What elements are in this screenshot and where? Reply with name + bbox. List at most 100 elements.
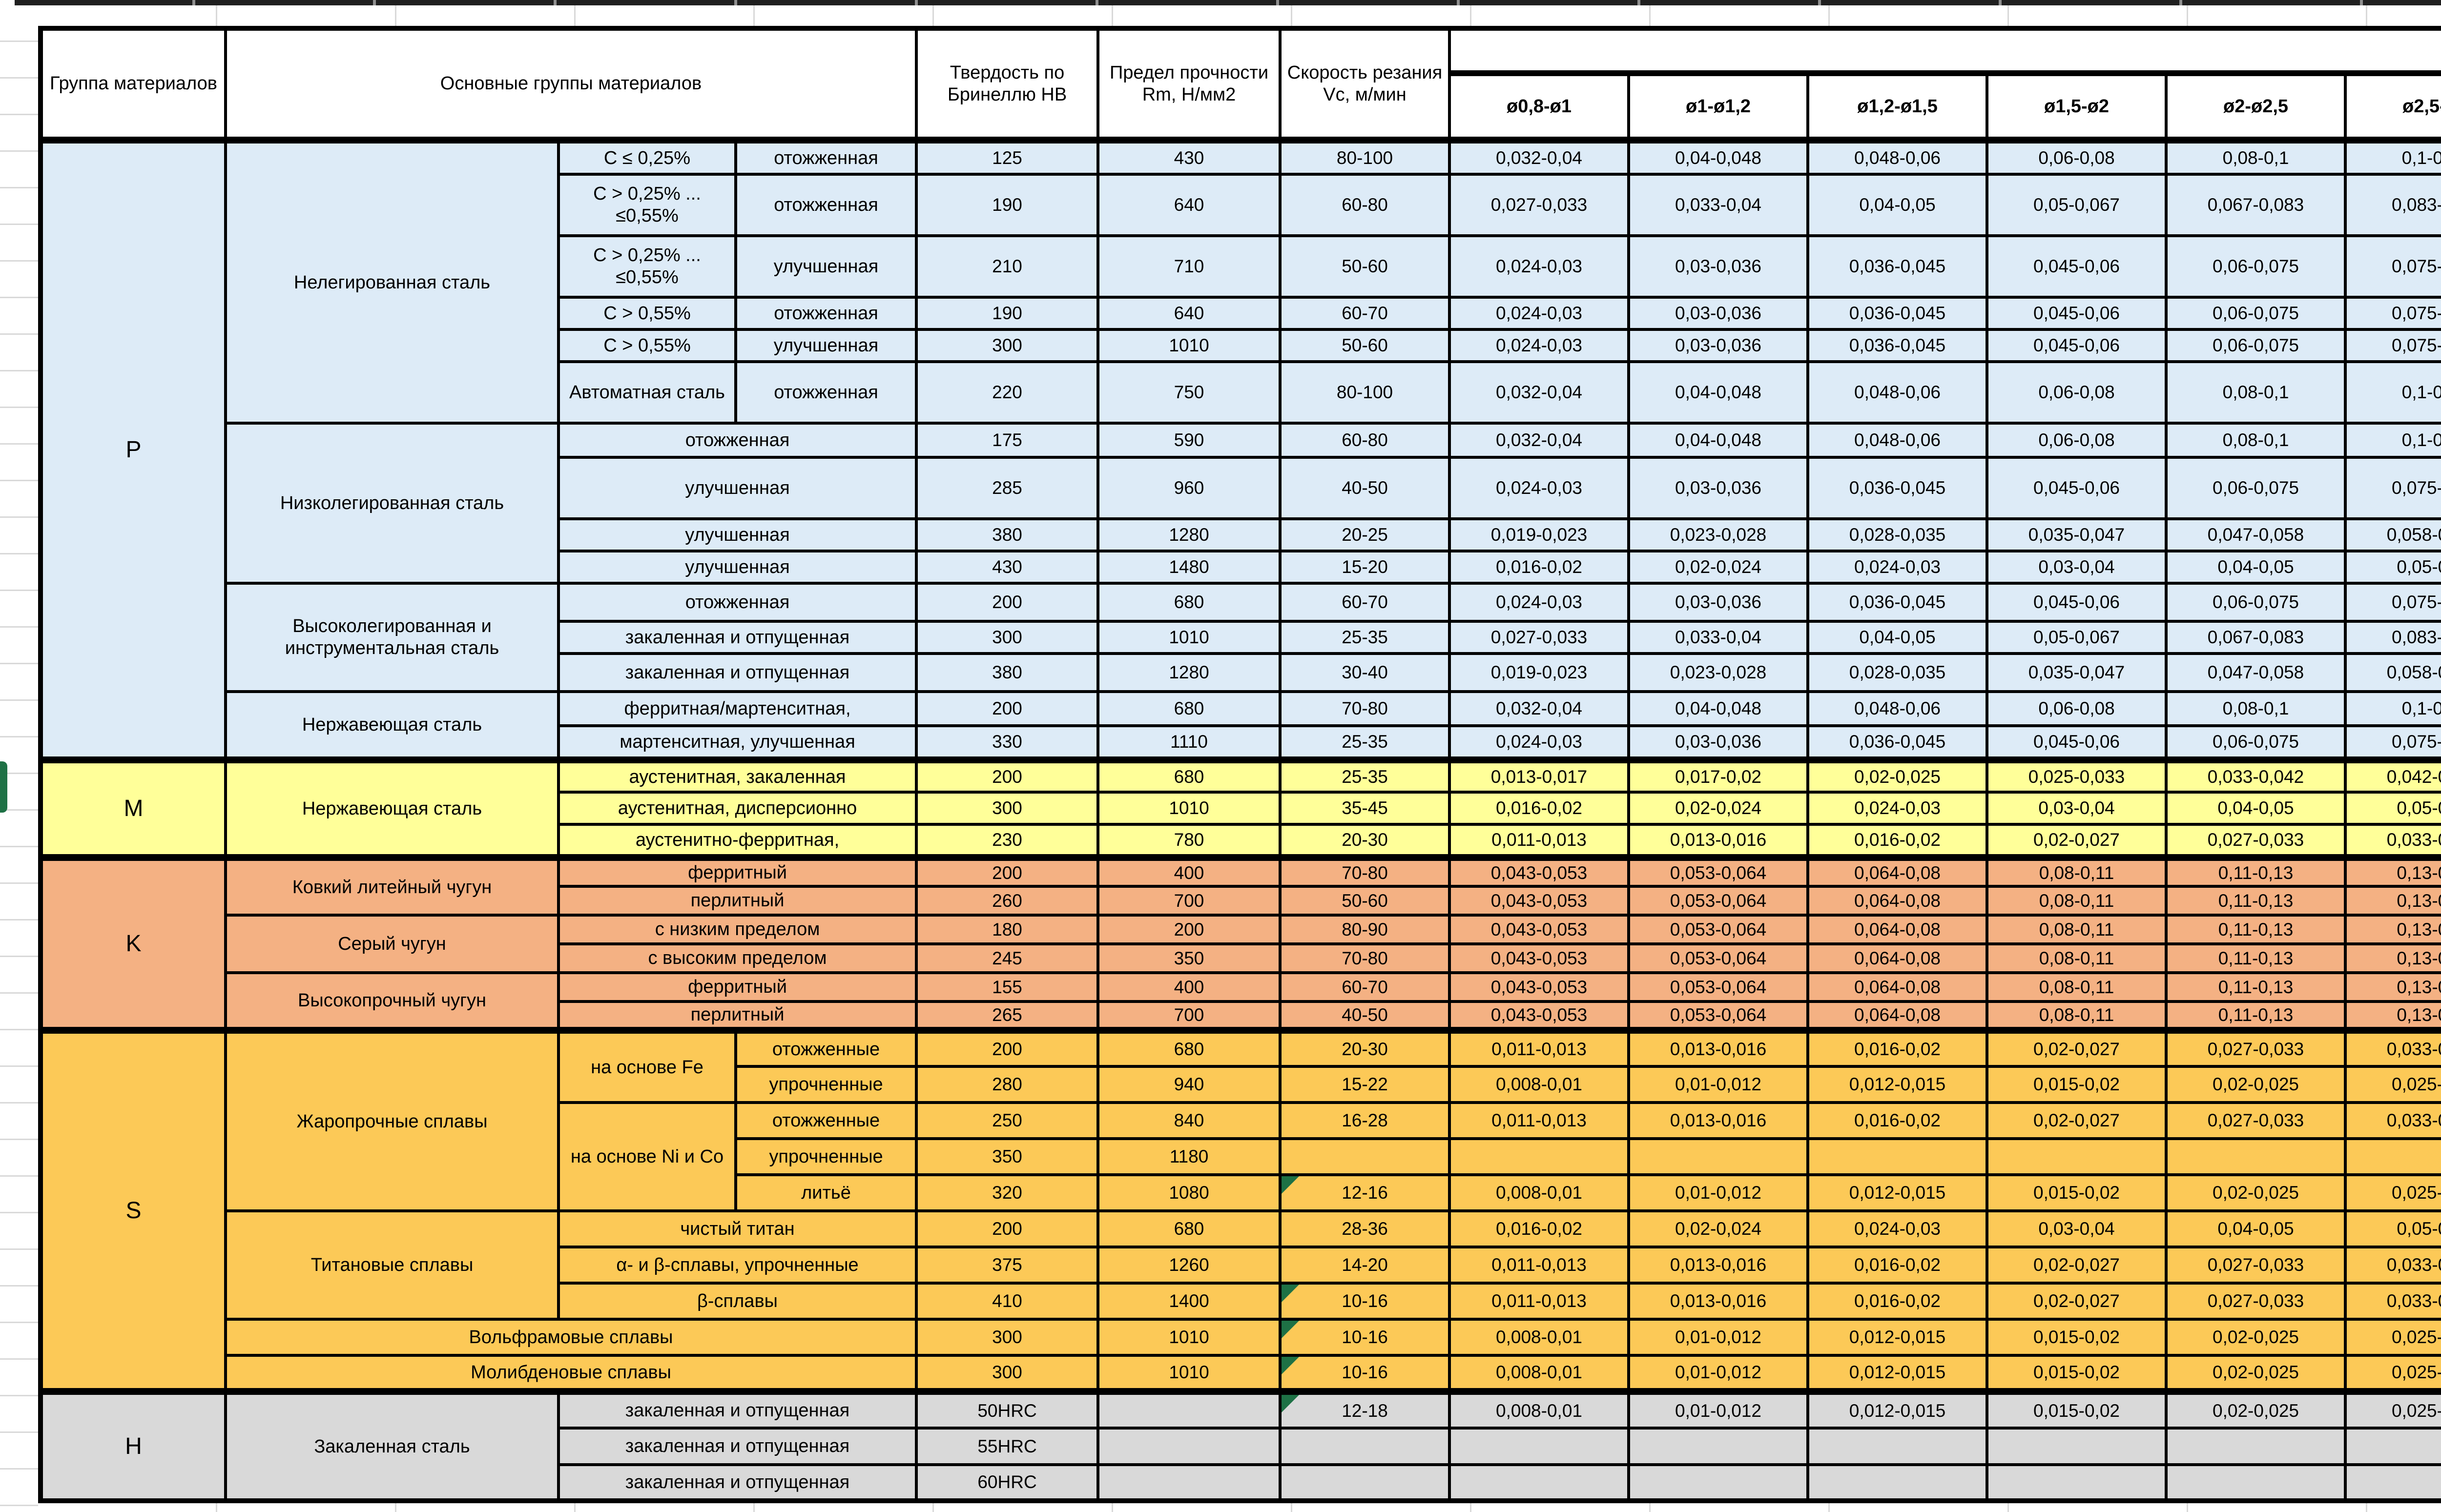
hb-cell[interactable]: 280 [915, 1065, 1100, 1104]
feed-cell[interactable]: 0,025-0,033 [1986, 756, 2168, 794]
feed-cell[interactable]: 0,075-0,12 [2344, 234, 2441, 299]
feed-cell[interactable]: 0,1-0,16 [2344, 360, 2441, 425]
material-label-cell[interactable]: ферритный [557, 971, 918, 1003]
feed-cell[interactable]: 0,012-0,015 [1806, 1354, 1989, 1393]
feed-cell[interactable]: 0,1-0,16 [2344, 690, 2441, 727]
feed-cell[interactable]: 0,016-0,02 [1806, 1027, 1989, 1068]
feed-cell[interactable]: 0,045-0,06 [1986, 724, 2168, 761]
feed-cell[interactable]: 0,027-0,033 [2165, 1101, 2347, 1140]
material-label-cell[interactable]: аустенитно-ферритная, [557, 823, 918, 859]
feed-cell[interactable]: 0,036-0,045 [1806, 296, 1989, 331]
feed-cell[interactable]: 0,015-0,02 [1986, 1318, 2168, 1357]
feed-cell[interactable]: 0,025-0,04 [2344, 1388, 2441, 1430]
rm-cell[interactable]: 1260 [1096, 1246, 1282, 1285]
feed-cell[interactable]: 0,032-0,04 [1448, 422, 1631, 459]
feed-cell-empty[interactable] [1448, 1463, 1631, 1502]
feed-cell[interactable]: 0,075-0,12 [2344, 328, 2441, 363]
feed-cell[interactable]: 0,04-0,05 [1806, 620, 1989, 655]
feed-cell[interactable]: 0,03-0,036 [1627, 296, 1810, 331]
material-label-cell[interactable]: Титановые сплавы [224, 1209, 560, 1321]
hb-cell[interactable]: 50HRC [915, 1388, 1100, 1430]
feed-cell[interactable]: 0,012-0,015 [1806, 1065, 1989, 1104]
feed-cell[interactable]: 0,043-0,053 [1448, 885, 1631, 917]
header-cutting-speed[interactable]: Скорость резания Vc, м/мин [1279, 27, 1451, 143]
feed-cell[interactable]: 0,008-0,01 [1448, 1388, 1631, 1430]
feed-cell[interactable]: 0,08-0,11 [1986, 885, 2168, 917]
hb-cell[interactable]: 285 [915, 456, 1100, 520]
feed-cell[interactable]: 0,011-0,013 [1448, 823, 1631, 859]
feed-cell[interactable]: 0,016-0,02 [1806, 823, 1989, 859]
vc-cell[interactable]: 25-35 [1279, 724, 1451, 761]
feed-cell[interactable]: 0,024-0,03 [1448, 456, 1631, 520]
material-label-cell[interactable]: улучшенная [557, 550, 918, 585]
feed-cell[interactable]: 0,019-0,023 [1448, 517, 1631, 552]
material-label-cell[interactable]: C > 0,25% ... ≤0,55% [557, 173, 737, 237]
rm-cell[interactable]: 700 [1096, 1000, 1282, 1032]
feed-cell[interactable]: 0,064-0,08 [1806, 942, 1989, 974]
material-label-cell[interactable]: отожженная [734, 137, 918, 176]
header-feed[interactable]: Подача Fn, мм/об [1448, 27, 2441, 76]
feed-cell[interactable]: 0,08-0,11 [1986, 914, 2168, 945]
vc-cell[interactable]: 60-80 [1279, 173, 1451, 237]
feed-cell[interactable]: 0,035-0,047 [1986, 652, 2168, 693]
feed-cell[interactable]: 0,013-0,016 [1627, 1282, 1810, 1321]
feed-cell[interactable]: 0,036-0,045 [1806, 724, 1989, 761]
vc-cell[interactable]: 80-100 [1279, 137, 1451, 176]
material-label-cell[interactable]: Молибденовые сплавы [224, 1354, 918, 1393]
vc-cell[interactable]: 40-50 [1279, 456, 1451, 520]
feed-cell[interactable]: 0,032-0,04 [1448, 360, 1631, 425]
feed-cell[interactable]: 0,067-0,083 [2165, 620, 2347, 655]
vc-cell[interactable]: 10-16 [1279, 1282, 1451, 1321]
feed-cell[interactable]: 0,02-0,025 [2165, 1318, 2347, 1357]
feed-cell[interactable]: 0,053-0,064 [1627, 942, 1810, 974]
rm-cell[interactable]: 1480 [1096, 550, 1282, 585]
rm-cell[interactable]: 350 [1096, 942, 1282, 974]
feed-cell[interactable]: 0,06-0,075 [2165, 582, 2347, 623]
material-label-cell[interactable]: с низким пределом [557, 914, 918, 945]
group-letter-cell[interactable]: K [39, 854, 227, 1032]
vc-cell[interactable]: 12-16 [1279, 1173, 1451, 1212]
hb-cell[interactable]: 230 [915, 823, 1100, 859]
rm-cell[interactable]: 400 [1096, 854, 1282, 888]
feed-cell[interactable]: 0,02-0,025 [2165, 1354, 2347, 1393]
feed-cell[interactable]: 0,04-0,048 [1627, 422, 1810, 459]
feed-cell[interactable]: 0,02-0,027 [1986, 1027, 2168, 1068]
rm-cell[interactable] [1096, 1463, 1282, 1502]
material-label-cell[interactable]: Вольфрамовые сплавы [224, 1318, 918, 1357]
feed-cell[interactable]: 0,015-0,02 [1986, 1388, 2168, 1430]
feed-cell[interactable]: 0,05-0,08 [2344, 550, 2441, 585]
feed-cell[interactable]: 0,043-0,053 [1448, 854, 1631, 888]
feed-cell[interactable]: 0,024-0,03 [1448, 234, 1631, 299]
feed-cell[interactable]: 0,024-0,03 [1448, 296, 1631, 331]
feed-cell[interactable]: 0,06-0,075 [2165, 328, 2347, 363]
vc-cell[interactable]: 70-80 [1279, 942, 1451, 974]
material-label-cell[interactable]: улучшенная [557, 456, 918, 520]
material-label-cell[interactable]: α- и β-сплавы, упрочненные [557, 1246, 918, 1285]
feed-cell[interactable]: 0,03-0,04 [1986, 791, 2168, 826]
feed-cell[interactable]: 0,03-0,036 [1627, 328, 1810, 363]
feed-cell[interactable]: 0,024-0,03 [1448, 582, 1631, 623]
feed-cell[interactable]: 0,027-0,033 [2165, 1027, 2347, 1068]
rm-cell[interactable]: 1110 [1096, 724, 1282, 761]
hb-cell[interactable]: 220 [915, 360, 1100, 425]
material-label-cell[interactable]: улучшенная [557, 517, 918, 552]
feed-cell[interactable]: 0,11-0,13 [2165, 971, 2347, 1003]
feed-cell[interactable]: 0,04-0,048 [1627, 360, 1810, 425]
header-diameter-range[interactable]: ø0,8-ø1 [1448, 70, 1631, 143]
feed-cell[interactable]: 0,048-0,06 [1806, 360, 1989, 425]
feed-cell[interactable]: 0,032-0,04 [1448, 690, 1631, 727]
feed-cell[interactable]: 0,035-0,047 [1986, 517, 2168, 552]
feed-cell[interactable]: 0,01-0,012 [1627, 1173, 1810, 1212]
feed-cell[interactable]: 0,033-0,053 [2344, 1246, 2441, 1285]
rm-cell[interactable]: 1010 [1096, 1354, 1282, 1393]
vc-cell[interactable]: 10-16 [1279, 1354, 1451, 1393]
feed-cell[interactable]: 0,013-0,016 [1627, 1027, 1810, 1068]
feed-cell[interactable]: 0,03-0,036 [1627, 456, 1810, 520]
material-label-cell[interactable]: мартенситная, улучшенная [557, 724, 918, 761]
feed-cell[interactable]: 0,058-0,093 [2344, 517, 2441, 552]
feed-cell[interactable]: 0,008-0,01 [1448, 1354, 1631, 1393]
material-label-cell[interactable]: Нержавеющая сталь [224, 756, 560, 859]
material-label-cell[interactable]: отожженные [734, 1027, 918, 1068]
feed-cell[interactable]: 0,06-0,08 [1986, 137, 2168, 176]
feed-cell-empty[interactable] [2165, 1427, 2347, 1466]
